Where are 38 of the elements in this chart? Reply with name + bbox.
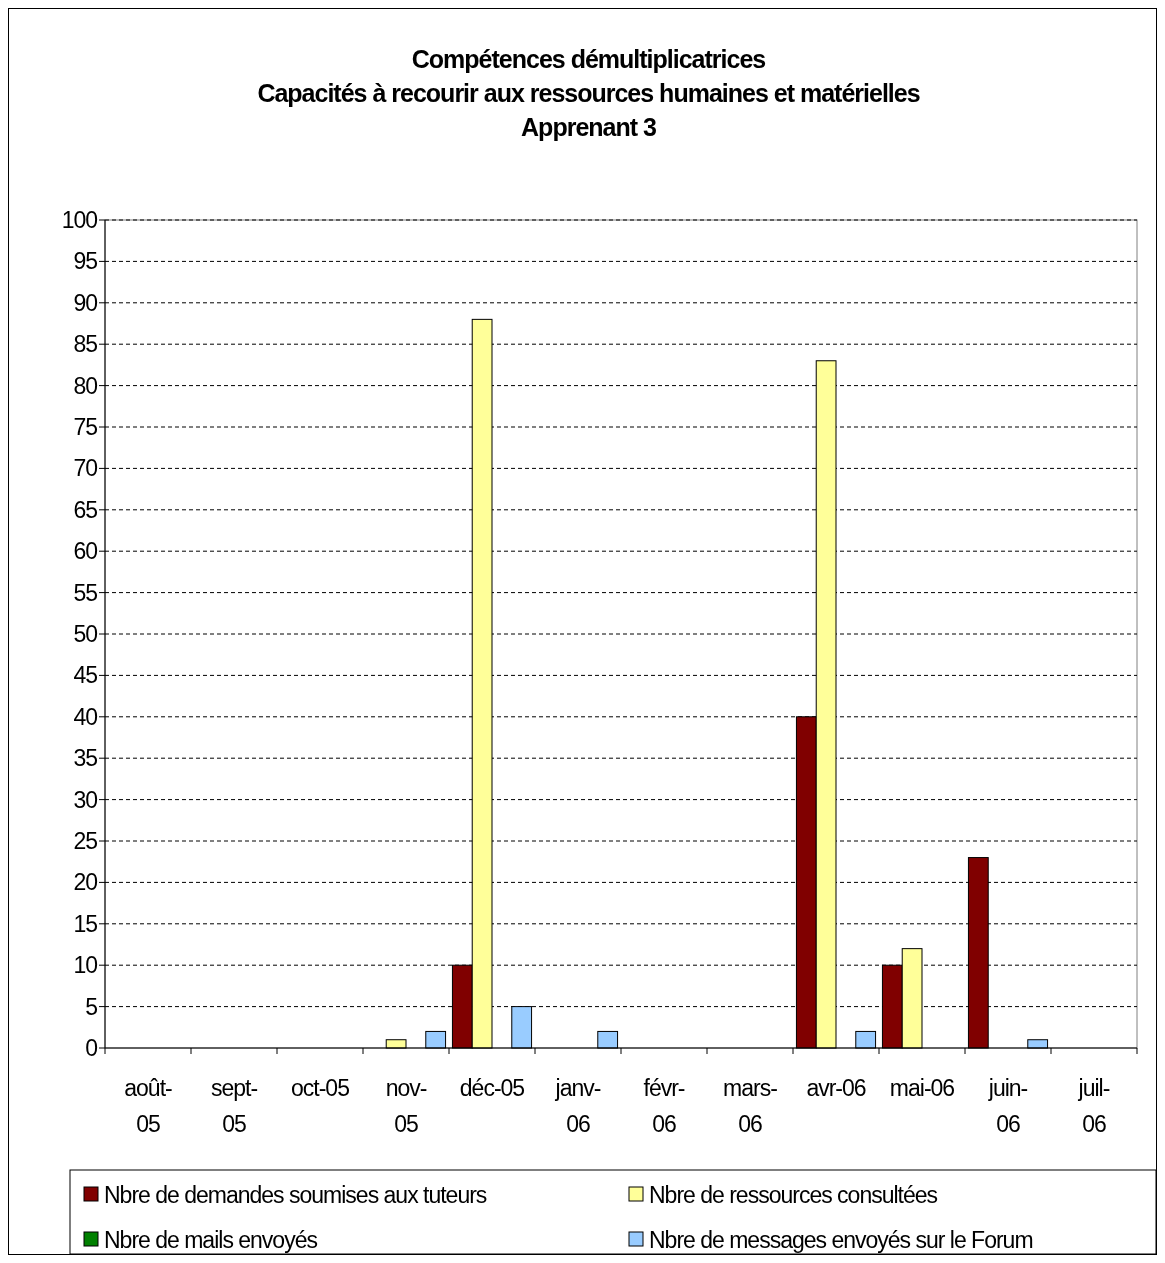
y-tick-label: 0 xyxy=(85,1035,98,1062)
legend-label: Nbre de messages envoyés sur le Forum xyxy=(649,1227,1033,1254)
x-tick-label: déc-05 xyxy=(459,1075,525,1101)
y-tick-label: 90 xyxy=(73,289,98,316)
y-tick-label: 95 xyxy=(73,248,98,275)
y-tick-label: 45 xyxy=(73,662,98,689)
y-tick-label: 20 xyxy=(73,869,98,896)
y-tick-label: 10 xyxy=(73,952,98,979)
y-tick-label: 85 xyxy=(73,331,98,358)
x-tick-label: nov-05 xyxy=(385,1075,427,1137)
legend-label: Nbre de demandes soumises aux tuteurs xyxy=(104,1182,487,1209)
y-tick-label: 25 xyxy=(73,828,98,855)
y-tick-label: 100 xyxy=(61,207,98,234)
y-tick-label: 15 xyxy=(73,910,98,937)
x-tick-label: avr-06 xyxy=(806,1075,866,1101)
y-tick-label: 50 xyxy=(73,621,98,648)
y-tick-label: 60 xyxy=(73,538,98,565)
x-tick-label: juin-06 xyxy=(987,1075,1028,1137)
y-tick-label: 65 xyxy=(73,496,98,523)
y-tick-label: 80 xyxy=(73,372,98,399)
x-tick-label: mars-06 xyxy=(723,1075,778,1137)
x-tick-label: sept-05 xyxy=(210,1075,258,1137)
y-tick-label: 5 xyxy=(85,993,98,1020)
y-tick-label: 40 xyxy=(73,703,98,730)
y-tick-label: 35 xyxy=(73,745,98,772)
y-tick-label: 30 xyxy=(73,786,98,813)
y-tick-label: 70 xyxy=(73,455,98,482)
x-tick-label: juil-06 xyxy=(1077,1075,1110,1137)
chart-title: Compétences démultiplicatrices Capacités à recourir aux ressources humaines et matérielles Apprenant 3 xyxy=(257,45,920,141)
x-tick-label: mai-06 xyxy=(889,1075,955,1101)
y-tick-label: 55 xyxy=(73,579,98,606)
x-tick-label: oct-05 xyxy=(291,1075,350,1101)
legend-label: Nbre de mails envoyés xyxy=(104,1227,318,1254)
legend-label: Nbre de ressources consultées xyxy=(649,1182,938,1209)
x-tick-label: févr-06 xyxy=(643,1075,685,1137)
x-tick-label: janv-06 xyxy=(554,1075,601,1137)
y-tick-label: 75 xyxy=(73,414,98,441)
x-tick-label: août-05 xyxy=(124,1075,173,1137)
